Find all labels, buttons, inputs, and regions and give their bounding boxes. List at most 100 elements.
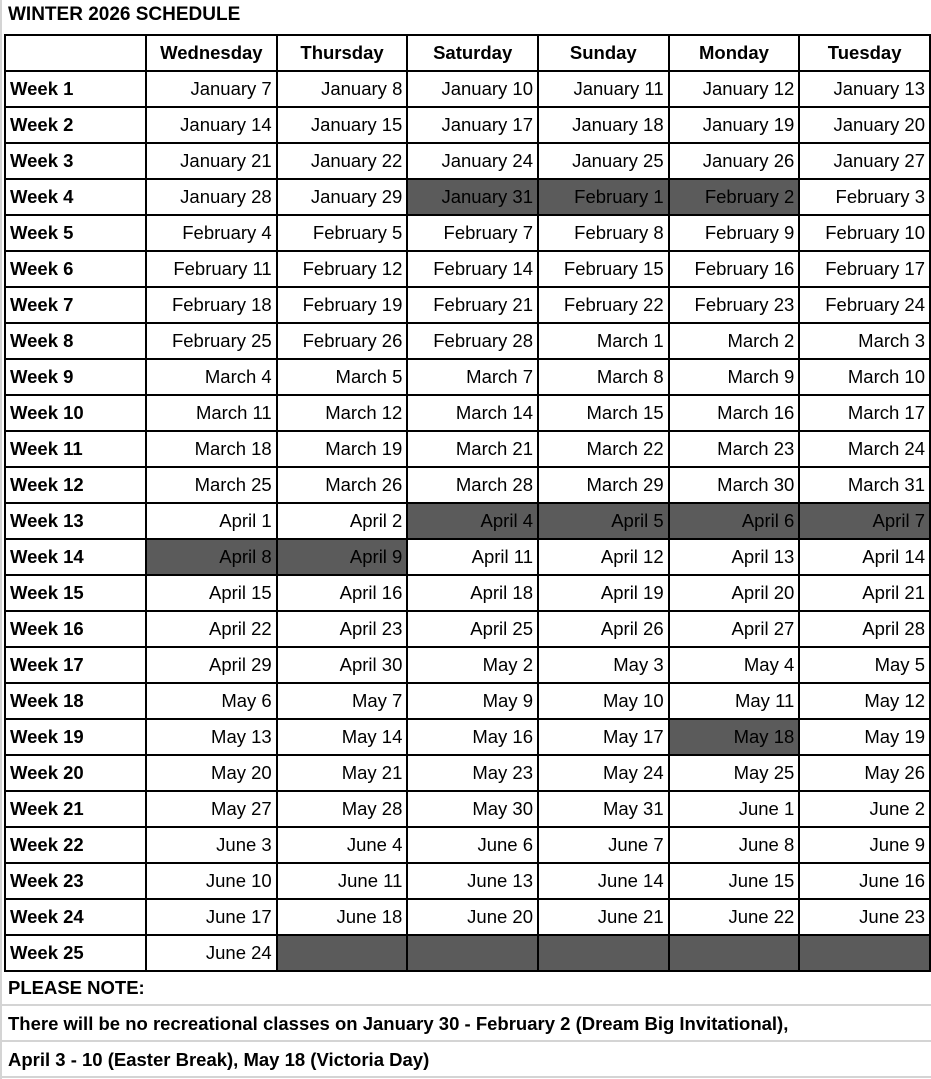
date-cell: February 24 (798, 286, 931, 324)
closed-date-cell: April 8 (145, 538, 278, 576)
date-cell: May 25 (667, 754, 801, 792)
week-label: Week 17 (3, 646, 148, 684)
week-label: Week 7 (3, 286, 148, 324)
date-cell: January 21 (145, 142, 278, 180)
closed-date-cell: April 4 (406, 502, 539, 540)
date-cell: March 19 (275, 430, 409, 468)
date-cell: May 16 (406, 718, 539, 756)
week-label: Week 22 (3, 826, 148, 864)
date-cell: February 21 (406, 286, 539, 324)
date-cell: May 24 (537, 754, 670, 792)
table-row: Week 25 June 24 (3, 934, 931, 972)
date-cell: March 9 (667, 358, 801, 396)
date-cell: May 28 (275, 790, 409, 828)
date-cell: May 5 (798, 646, 931, 684)
date-cell: April 27 (667, 610, 801, 648)
closed-date-cell: April 9 (275, 538, 409, 576)
date-cell: January 14 (145, 106, 278, 144)
week-label: Week 4 (3, 178, 148, 216)
closed-date-cell (275, 934, 409, 972)
week-label: Week 2 (3, 106, 148, 144)
date-cell: March 26 (275, 466, 409, 504)
closed-date-cell: January 31 (406, 178, 539, 216)
week-label: Week 9 (3, 358, 148, 396)
date-cell: March 12 (275, 394, 409, 432)
date-cell: June 16 (798, 862, 931, 900)
date-cell: March 8 (537, 358, 670, 396)
date-cell: February 25 (145, 322, 278, 360)
date-cell: February 15 (537, 250, 670, 288)
closed-date-cell: February 1 (537, 178, 670, 216)
date-cell: May 9 (406, 682, 539, 720)
date-cell: January 24 (406, 142, 539, 180)
date-cell: May 20 (145, 754, 278, 792)
week-label: Week 23 (3, 862, 148, 900)
date-cell: March 23 (667, 430, 801, 468)
day-header: Tuesday (798, 34, 931, 72)
week-label: Week 10 (3, 394, 148, 432)
date-cell: May 10 (537, 682, 670, 720)
week-label: Week 1 (3, 70, 148, 108)
date-cell: February 14 (406, 250, 539, 288)
date-cell: May 11 (667, 682, 801, 720)
date-cell: April 14 (798, 538, 931, 576)
closed-date-cell (406, 934, 539, 972)
date-cell: March 24 (798, 430, 931, 468)
table-row: Week 8 February 25 February 26 February 28 M… (3, 322, 931, 360)
table-row: Week 22 June 3 June 4 June 6 June 7 June 8 Jun… (3, 826, 931, 864)
date-cell: February 10 (798, 214, 931, 252)
header-row: Wednesday Thursday Saturday Sunday Monday Tue… (3, 34, 931, 72)
date-cell: May 4 (667, 646, 801, 684)
date-cell: March 15 (537, 394, 670, 432)
date-cell: June 18 (275, 898, 409, 936)
date-cell: May 21 (275, 754, 409, 792)
date-cell: May 23 (406, 754, 539, 792)
week-label: Week 25 (3, 934, 148, 972)
date-cell: March 17 (798, 394, 931, 432)
week-label: Week 8 (3, 322, 148, 360)
date-cell: February 9 (667, 214, 801, 252)
week-label: Week 15 (3, 574, 148, 612)
date-cell: April 15 (145, 574, 278, 612)
date-cell: April 11 (406, 538, 539, 576)
date-cell: May 6 (145, 682, 278, 720)
date-cell: March 21 (406, 430, 539, 468)
date-cell: March 11 (145, 394, 278, 432)
table-row: Week 13 April 1 April 2 April 4 April 5 April… (3, 502, 931, 540)
date-cell: March 2 (667, 322, 801, 360)
date-cell: April 18 (406, 574, 539, 612)
grid-line (0, 0, 2, 1079)
date-cell: January 13 (798, 70, 931, 108)
date-cell: January 28 (145, 178, 278, 216)
date-cell: March 18 (145, 430, 278, 468)
date-cell: April 30 (275, 646, 409, 684)
note-heading: PLEASE NOTE: (0, 970, 931, 1006)
date-cell: April 20 (667, 574, 801, 612)
date-cell: March 28 (406, 466, 539, 504)
day-header: Monday (667, 34, 801, 72)
date-cell: April 12 (537, 538, 670, 576)
date-cell: May 7 (275, 682, 409, 720)
day-header: Saturday (406, 34, 539, 72)
closed-date-cell: April 5 (537, 502, 670, 540)
date-cell: June 23 (798, 898, 931, 936)
date-cell: February 7 (406, 214, 539, 252)
date-cell: March 10 (798, 358, 931, 396)
table-row: Week 3 January 21 January 22 January 24 Janu… (3, 142, 931, 180)
date-cell: June 2 (798, 790, 931, 828)
week-label: Week 6 (3, 250, 148, 288)
date-cell: February 22 (537, 286, 670, 324)
date-cell: March 22 (537, 430, 670, 468)
week-label: Week 5 (3, 214, 148, 252)
date-cell: February 26 (275, 322, 409, 360)
date-cell: January 18 (537, 106, 670, 144)
date-cell: January 25 (537, 142, 670, 180)
date-cell: February 3 (798, 178, 931, 216)
date-cell: March 3 (798, 322, 931, 360)
closed-date-cell: May 18 (667, 718, 801, 756)
date-cell: February 28 (406, 322, 539, 360)
date-cell: April 25 (406, 610, 539, 648)
table-row: Week 17 April 29 April 30 May 2 May 3 May 4 Ma… (3, 646, 931, 684)
date-cell: January 29 (275, 178, 409, 216)
table-row: Week 15 April 15 April 16 April 18 April 19 A… (3, 574, 931, 612)
